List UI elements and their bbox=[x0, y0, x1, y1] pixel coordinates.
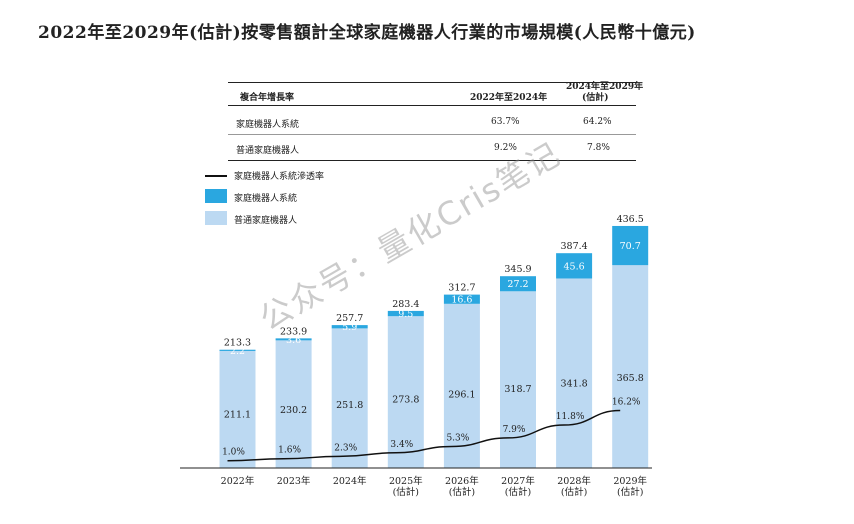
cagr-row-value: 63.7% bbox=[491, 117, 520, 127]
bar-ordinary-label: 251.8 bbox=[336, 400, 363, 411]
x-tick-label: 2024年 bbox=[333, 475, 367, 487]
bar-ordinary bbox=[612, 265, 649, 468]
bar-systems-label: 5.9 bbox=[342, 322, 357, 333]
x-tick-label: 2025年 bbox=[389, 475, 423, 487]
legend-systems-swatch bbox=[205, 189, 227, 203]
cagr-col2-header-line2: (估計) bbox=[582, 93, 609, 103]
line-point-label: 3.4% bbox=[390, 440, 413, 450]
bar-ordinary-label: 273.8 bbox=[392, 395, 419, 406]
bar-ordinary-label: 230.2 bbox=[280, 405, 307, 416]
legend-line-label: 家庭機器人系統滲透率 bbox=[234, 172, 325, 182]
cagr-row-value: 64.2% bbox=[583, 117, 612, 127]
x-tick-label: 2029年 bbox=[613, 475, 647, 487]
penetration-line bbox=[227, 409, 621, 462]
cagr-col1-header: 2022年至2024年 bbox=[470, 93, 548, 103]
chart-title: 2022年至2029年(估計)按零售額計全球家庭機器人行業的市場規模(人民幣十億… bbox=[38, 23, 696, 43]
bar-total-label: 257.7 bbox=[336, 313, 363, 324]
line-point-label: 16.2% bbox=[612, 398, 641, 408]
bar-ordinary bbox=[219, 350, 256, 468]
table-row-rule bbox=[228, 134, 636, 135]
line-point-label: 11.8% bbox=[556, 412, 585, 422]
bar-total-label: 213.3 bbox=[224, 338, 251, 349]
bar-systems bbox=[219, 349, 256, 351]
bar-ordinary-label: 296.1 bbox=[448, 389, 475, 400]
bar-total-label: 387.4 bbox=[560, 241, 587, 252]
bar-ordinary-label: 365.8 bbox=[617, 373, 644, 384]
bar-total-label: 283.4 bbox=[392, 299, 419, 310]
x-tick-label: 2023年 bbox=[277, 475, 311, 487]
bar-systems bbox=[500, 276, 536, 292]
bar-systems bbox=[331, 325, 368, 329]
bar-total-label: 312.7 bbox=[448, 283, 475, 294]
bar-ordinary bbox=[443, 303, 480, 468]
table-top-rule bbox=[228, 82, 636, 83]
line-point-label: 1.0% bbox=[222, 448, 245, 458]
bar-ordinary bbox=[275, 340, 312, 468]
bar-ordinary-label: 341.8 bbox=[560, 379, 587, 390]
x-tick-label: 2022年 bbox=[221, 475, 255, 487]
bar-ordinary bbox=[500, 291, 536, 468]
x-tick-label: 2026年 bbox=[445, 475, 479, 487]
table-header-rule bbox=[228, 105, 636, 106]
bar-systems bbox=[387, 310, 424, 317]
bar-systems-label: 9.5 bbox=[398, 309, 413, 320]
cagr-row-value: 9.2% bbox=[494, 143, 517, 153]
cagr-col2-header-line1: 2024年至2029年 bbox=[566, 82, 644, 92]
bar-systems bbox=[275, 338, 312, 341]
cagr-row-label: 普通家庭機器人 bbox=[236, 146, 300, 156]
table-bottom-rule bbox=[228, 160, 636, 161]
bar-ordinary bbox=[331, 328, 368, 468]
line-point-label: 5.3% bbox=[446, 434, 469, 444]
bar-systems bbox=[556, 253, 593, 279]
line-point-label: 2.3% bbox=[334, 443, 357, 453]
bar-systems-label: 70.7 bbox=[620, 241, 641, 252]
legend-ordinary-label: 普通家庭機器人 bbox=[234, 216, 298, 226]
line-point-label: 1.6% bbox=[278, 446, 301, 456]
legend-ordinary-swatch bbox=[205, 211, 227, 225]
line-point-label: 7.9% bbox=[503, 425, 526, 435]
bar-systems bbox=[612, 225, 649, 266]
x-tick-label: (估計) bbox=[505, 486, 531, 498]
bar-total-label: 233.9 bbox=[280, 326, 307, 337]
bar-systems-label: 3.6 bbox=[286, 335, 301, 346]
bar-systems bbox=[443, 294, 480, 304]
cagr-row-value: 7.8% bbox=[587, 143, 610, 153]
x-tick-label: (估計) bbox=[561, 486, 587, 498]
legend-systems-label: 家庭機器人系統 bbox=[234, 194, 298, 204]
bar-ordinary-label: 318.7 bbox=[504, 384, 531, 395]
bar-systems-label: 16.6 bbox=[451, 295, 472, 306]
bar-total-label: 436.5 bbox=[617, 214, 644, 225]
x-tick-label: 2028年 bbox=[557, 475, 591, 487]
bar-ordinary bbox=[387, 316, 424, 468]
x-tick-label: (估計) bbox=[617, 486, 643, 498]
bar-systems-label: 2.2 bbox=[230, 346, 245, 357]
cagr-header-label: 複合年增長率 bbox=[240, 93, 295, 103]
legend-line-swatch bbox=[205, 175, 227, 177]
cagr-row-label: 家庭機器人系統 bbox=[236, 120, 300, 130]
x-tick-label: (估計) bbox=[449, 486, 475, 498]
bar-systems-label: 27.2 bbox=[507, 279, 528, 290]
bar-ordinary-label: 211.1 bbox=[224, 410, 251, 421]
bar-systems-label: 45.6 bbox=[564, 261, 585, 272]
x-tick-label: 2027年 bbox=[501, 475, 535, 487]
bar-total-label: 345.9 bbox=[504, 264, 531, 275]
bar-ordinary bbox=[556, 278, 593, 468]
x-tick-label: (估計) bbox=[393, 486, 419, 498]
